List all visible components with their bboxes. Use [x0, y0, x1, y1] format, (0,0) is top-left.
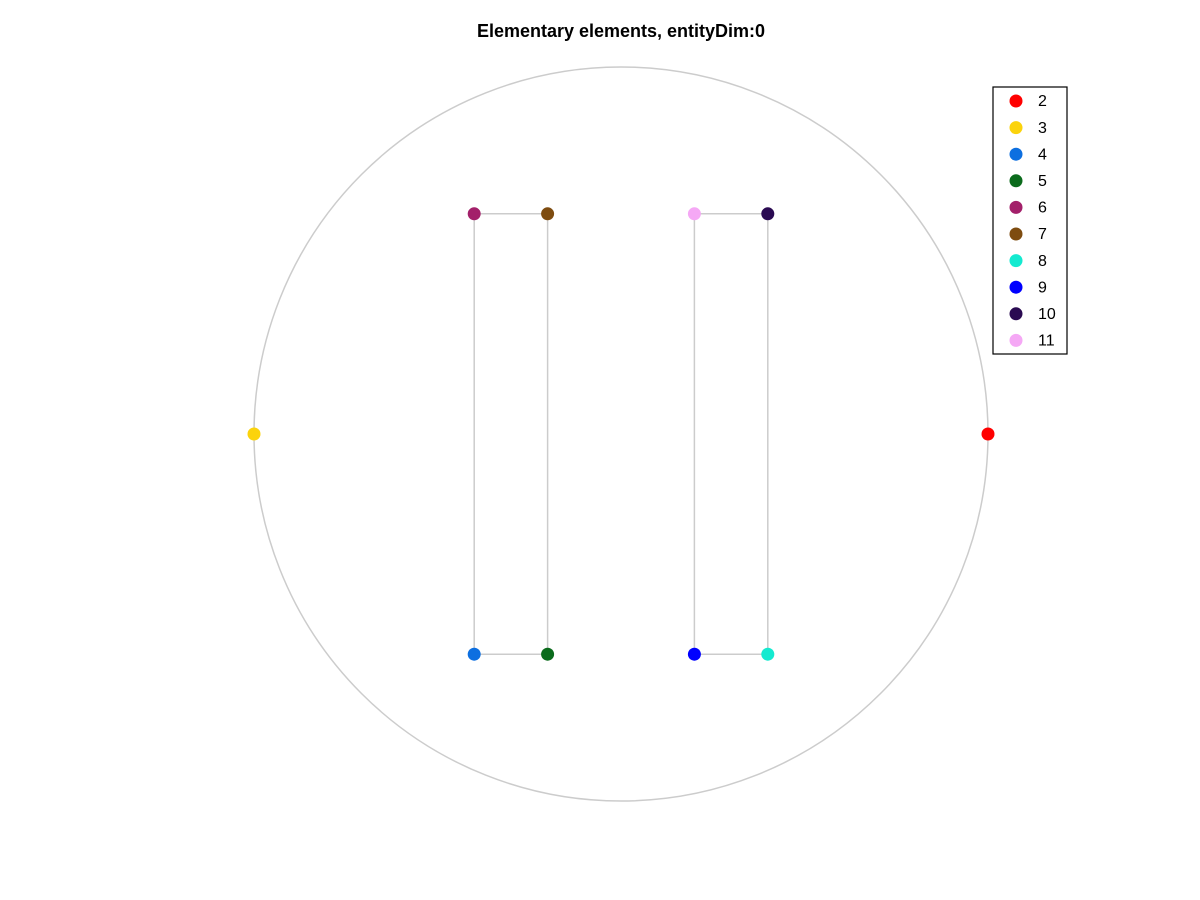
legend-label: 6 [1038, 200, 1047, 217]
point [981, 427, 995, 441]
legend-marker [1009, 227, 1023, 241]
legend-box [992, 86, 1068, 355]
point [687, 647, 701, 661]
point [541, 207, 555, 221]
legend-marker [1009, 280, 1023, 294]
legend-label: 7 [1038, 226, 1047, 243]
point [687, 207, 701, 221]
chart-title: Elementary elements, entityDim:0 [477, 21, 765, 41]
legend-marker [1009, 174, 1023, 188]
legend-label: 11 [1038, 333, 1055, 350]
legend-label: 9 [1038, 279, 1047, 296]
legend-label: 5 [1038, 173, 1047, 190]
legend-marker [1009, 121, 1023, 135]
legend-marker [1009, 147, 1023, 161]
legend-label: 4 [1038, 146, 1047, 163]
legend-marker [1009, 307, 1023, 321]
legend-marker [1009, 94, 1023, 108]
point [467, 207, 481, 221]
legend-label: 3 [1038, 120, 1047, 137]
legend-marker [1009, 254, 1023, 268]
point [467, 647, 481, 661]
legend-marker [1009, 333, 1023, 347]
legend-label: 2 [1038, 93, 1047, 110]
legend-label: 8 [1038, 253, 1047, 270]
point [247, 427, 261, 441]
point [541, 647, 555, 661]
legend-label: 10 [1038, 306, 1056, 323]
point [761, 647, 775, 661]
legend-marker [1009, 200, 1023, 214]
point [761, 207, 775, 221]
